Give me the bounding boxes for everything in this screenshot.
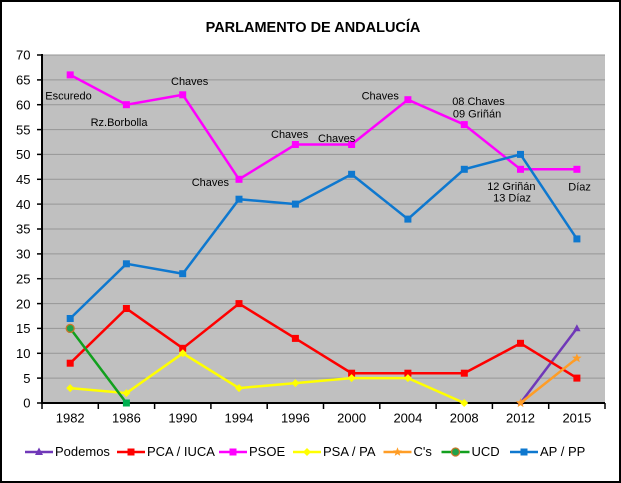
svg-text:Escuredo: Escuredo — [45, 91, 91, 103]
svg-text:Chaves: Chaves — [271, 129, 309, 141]
svg-text:Chaves: Chaves — [192, 177, 230, 189]
svg-text:60: 60 — [16, 97, 30, 112]
svg-text:1990: 1990 — [168, 411, 197, 426]
svg-text:13 Díaz: 13 Díaz — [493, 193, 531, 205]
svg-text:Podemos: Podemos — [55, 444, 110, 459]
svg-text:1996: 1996 — [281, 411, 310, 426]
svg-text:10: 10 — [16, 346, 30, 361]
svg-text:1986: 1986 — [112, 411, 141, 426]
svg-text:PSA / PA: PSA / PA — [323, 444, 376, 459]
svg-text:Chaves: Chaves — [171, 76, 209, 88]
svg-text:0: 0 — [23, 396, 30, 411]
svg-text:C's: C's — [414, 444, 433, 459]
svg-text:UCD: UCD — [472, 444, 500, 459]
svg-text:50: 50 — [16, 147, 30, 162]
svg-text:65: 65 — [16, 73, 30, 88]
svg-text:09 Griñán: 09 Griñán — [453, 109, 501, 121]
svg-text:PSOE: PSOE — [249, 444, 285, 459]
svg-text:2015: 2015 — [562, 411, 591, 426]
svg-text:Rz.Borbolla: Rz.Borbolla — [91, 117, 149, 129]
svg-text:Díaz: Díaz — [568, 182, 591, 194]
svg-text:1982: 1982 — [56, 411, 85, 426]
svg-text:Chaves: Chaves — [318, 133, 356, 145]
svg-text:35: 35 — [16, 222, 30, 237]
svg-text:PCA / IUCA: PCA / IUCA — [147, 444, 215, 459]
svg-text:40: 40 — [16, 197, 30, 212]
svg-text:25: 25 — [16, 271, 30, 286]
svg-text:30: 30 — [16, 247, 30, 262]
svg-text:70: 70 — [16, 48, 30, 63]
svg-text:2000: 2000 — [337, 411, 366, 426]
svg-text:5: 5 — [23, 371, 30, 386]
svg-text:12 Griñán: 12 Griñán — [487, 181, 535, 193]
svg-text:AP / PP: AP / PP — [540, 444, 585, 459]
svg-text:PARLAMENTO DE ANDALUCÍA: PARLAMENTO DE ANDALUCÍA — [206, 19, 421, 36]
svg-text:2004: 2004 — [393, 411, 422, 426]
svg-text:Chaves: Chaves — [362, 91, 400, 103]
svg-text:1994: 1994 — [225, 411, 254, 426]
svg-text:55: 55 — [16, 122, 30, 137]
svg-text:2012: 2012 — [506, 411, 535, 426]
svg-text:15: 15 — [16, 321, 30, 336]
svg-text:45: 45 — [16, 172, 30, 187]
svg-text:2008: 2008 — [450, 411, 479, 426]
svg-text:08 Chaves: 08 Chaves — [452, 96, 505, 108]
svg-text:20: 20 — [16, 296, 30, 311]
